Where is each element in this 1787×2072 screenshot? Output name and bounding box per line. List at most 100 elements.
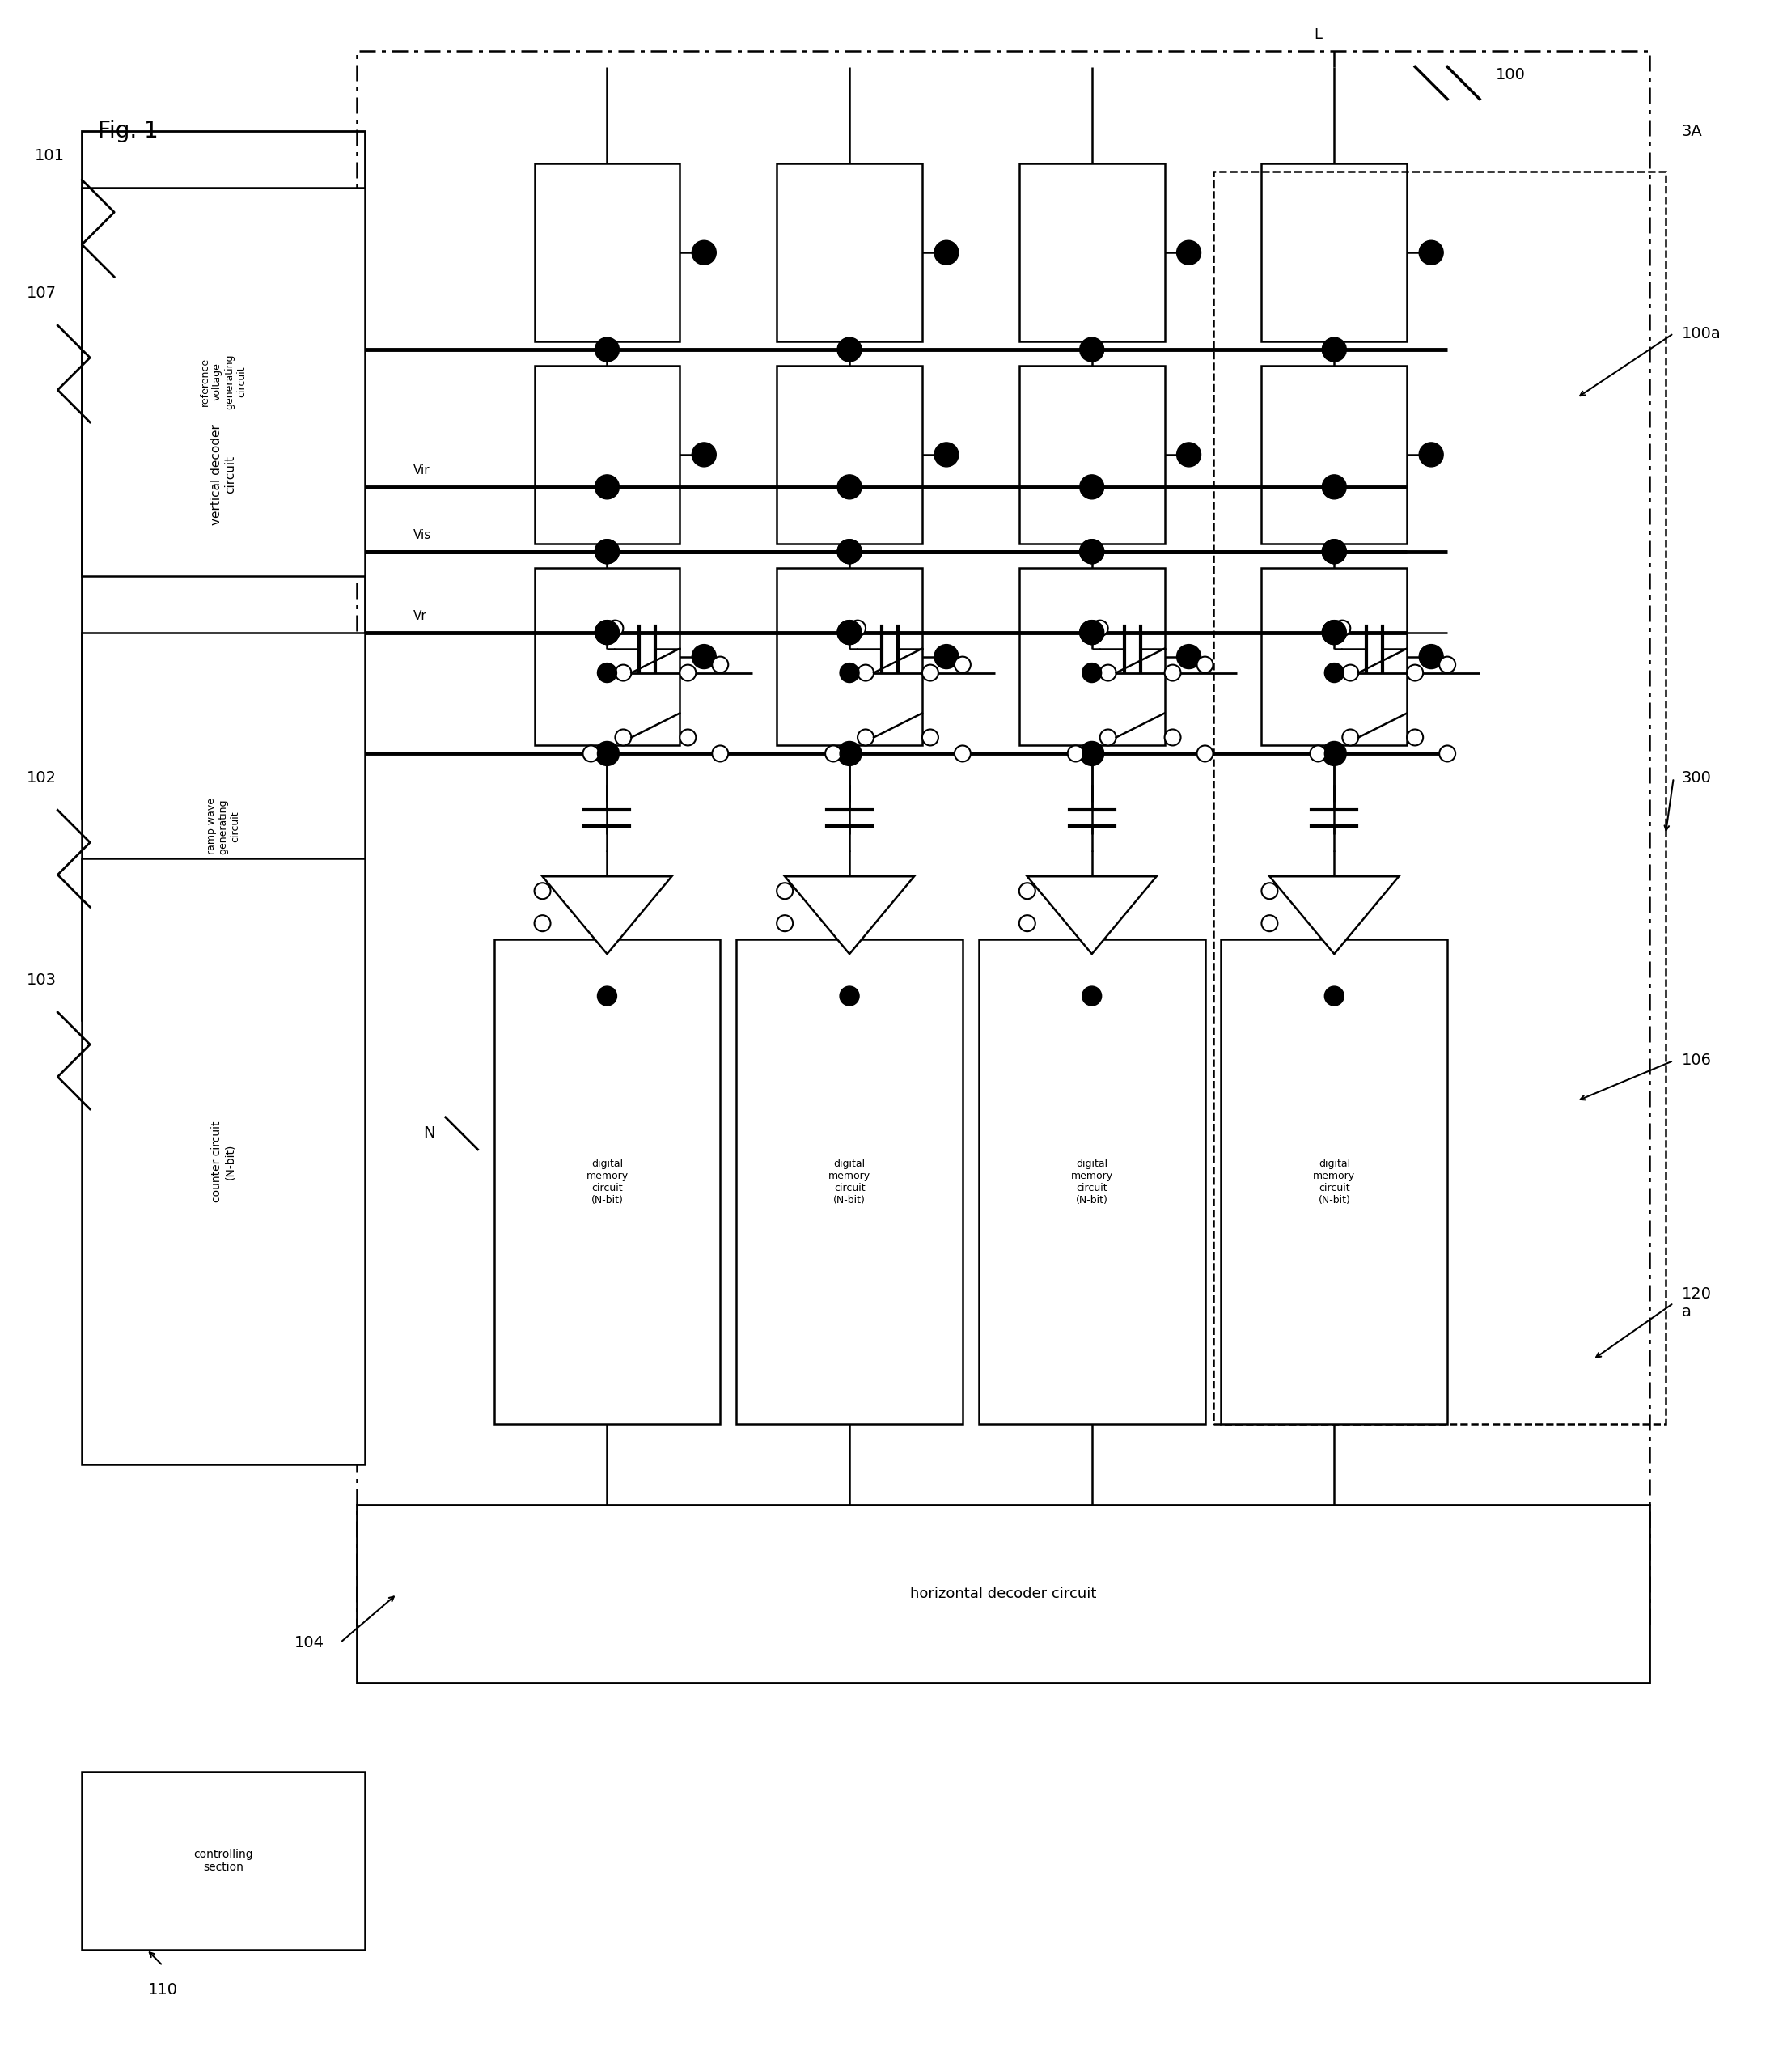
Circle shape — [534, 883, 550, 899]
Circle shape — [1419, 240, 1444, 265]
Text: 101: 101 — [34, 147, 64, 164]
Circle shape — [1322, 338, 1346, 363]
Circle shape — [922, 665, 938, 682]
Circle shape — [692, 240, 717, 265]
Bar — [534, 568, 679, 746]
Bar — [777, 367, 922, 543]
Circle shape — [838, 620, 861, 644]
Bar — [736, 939, 963, 1423]
Circle shape — [583, 746, 599, 762]
Circle shape — [1067, 746, 1083, 762]
Circle shape — [597, 663, 617, 682]
Circle shape — [595, 620, 620, 644]
Circle shape — [615, 729, 631, 746]
Circle shape — [838, 539, 861, 564]
Circle shape — [1101, 729, 1117, 746]
Circle shape — [838, 539, 861, 564]
Circle shape — [777, 916, 793, 930]
Circle shape — [595, 620, 620, 644]
Text: Vir: Vir — [413, 464, 431, 477]
Text: controlling
section: controlling section — [193, 1848, 254, 1873]
Bar — [777, 568, 922, 746]
Bar — [1019, 367, 1165, 543]
Text: 100: 100 — [1496, 66, 1526, 83]
Circle shape — [1439, 746, 1455, 762]
Circle shape — [1019, 883, 1035, 899]
Circle shape — [595, 539, 620, 564]
Circle shape — [935, 443, 958, 466]
Circle shape — [1197, 657, 1213, 673]
Circle shape — [1101, 665, 1117, 682]
Text: 103: 103 — [27, 972, 57, 988]
Circle shape — [1079, 742, 1104, 767]
Circle shape — [534, 916, 550, 930]
Bar — [357, 1504, 1649, 1682]
Circle shape — [838, 620, 861, 644]
Circle shape — [597, 744, 617, 762]
Circle shape — [595, 742, 620, 767]
Polygon shape — [784, 876, 915, 953]
Circle shape — [838, 338, 861, 363]
Bar — [1213, 172, 1665, 1423]
Circle shape — [608, 620, 624, 636]
Text: counter circuit
(N-bit): counter circuit (N-bit) — [211, 1121, 236, 1202]
Circle shape — [1419, 443, 1444, 466]
Circle shape — [1079, 338, 1104, 363]
Circle shape — [858, 729, 874, 746]
Circle shape — [1406, 729, 1422, 746]
Bar — [1262, 568, 1406, 746]
Circle shape — [840, 663, 860, 682]
Circle shape — [1176, 240, 1201, 265]
Circle shape — [1165, 729, 1181, 746]
Circle shape — [1342, 665, 1358, 682]
Circle shape — [595, 539, 620, 564]
Circle shape — [1406, 665, 1422, 682]
Circle shape — [1310, 746, 1326, 762]
Text: 102: 102 — [27, 771, 57, 785]
Circle shape — [711, 746, 729, 762]
Bar — [82, 189, 365, 576]
Circle shape — [1262, 883, 1278, 899]
Circle shape — [1083, 986, 1101, 1005]
Bar — [82, 1772, 365, 1950]
Circle shape — [840, 744, 860, 762]
Text: L: L — [1313, 27, 1322, 41]
Circle shape — [1439, 657, 1455, 673]
Text: vertical decoder
circuit: vertical decoder circuit — [211, 425, 236, 526]
Bar — [357, 50, 1649, 1627]
Circle shape — [849, 620, 865, 636]
Text: digital
memory
circuit
(N-bit): digital memory circuit (N-bit) — [586, 1158, 629, 1206]
Text: Fig. 1: Fig. 1 — [98, 120, 159, 143]
Bar — [82, 858, 365, 1465]
Bar — [1019, 164, 1165, 342]
Text: 104: 104 — [295, 1635, 323, 1649]
Circle shape — [840, 986, 860, 1005]
Circle shape — [838, 474, 861, 499]
Text: N: N — [424, 1125, 436, 1142]
Circle shape — [922, 729, 938, 746]
Circle shape — [1322, 539, 1346, 564]
Text: reference
voltage
generating
circuit: reference voltage generating circuit — [200, 354, 247, 410]
Text: Vr: Vr — [413, 609, 427, 622]
Circle shape — [858, 665, 874, 682]
Circle shape — [838, 742, 861, 767]
Text: 106: 106 — [1682, 1053, 1712, 1069]
Circle shape — [1176, 443, 1201, 466]
Polygon shape — [1269, 876, 1399, 953]
Circle shape — [1079, 539, 1104, 564]
Circle shape — [777, 883, 793, 899]
Bar — [1262, 367, 1406, 543]
Circle shape — [679, 729, 695, 746]
Bar — [1019, 568, 1165, 746]
Text: 110: 110 — [148, 1983, 177, 1997]
Bar — [82, 131, 365, 818]
Circle shape — [597, 986, 617, 1005]
Text: digital
memory
circuit
(N-bit): digital memory circuit (N-bit) — [1313, 1158, 1355, 1206]
Bar — [493, 939, 720, 1423]
Circle shape — [1176, 644, 1201, 669]
Circle shape — [692, 644, 717, 669]
Circle shape — [1322, 620, 1346, 644]
Bar — [777, 164, 922, 342]
Circle shape — [935, 644, 958, 669]
Circle shape — [1322, 742, 1346, 767]
